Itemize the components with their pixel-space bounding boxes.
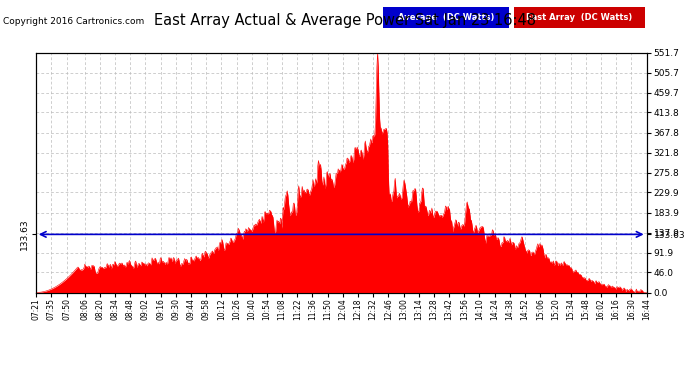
Text: East Array  (DC Watts): East Array (DC Watts) [526,13,633,22]
Text: East Array Actual & Average Power Sat Jan 23 16:48: East Array Actual & Average Power Sat Ja… [154,13,536,28]
Text: Average  (DC Watts): Average (DC Watts) [397,13,494,22]
FancyBboxPatch shape [383,8,509,28]
FancyBboxPatch shape [514,8,645,28]
Text: Copyright 2016 Cartronics.com: Copyright 2016 Cartronics.com [3,17,145,26]
